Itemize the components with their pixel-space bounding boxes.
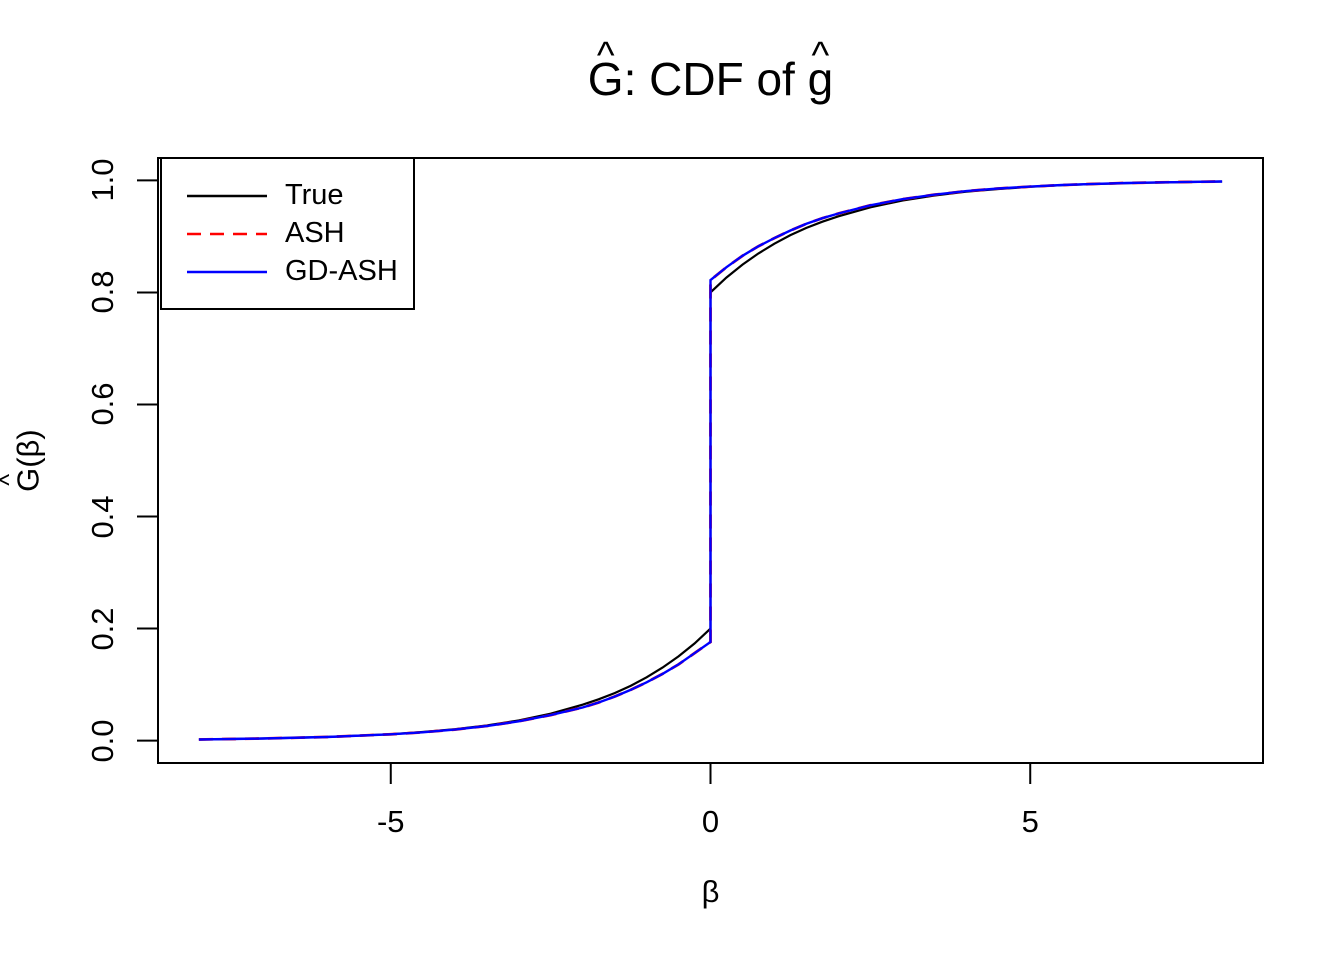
y-tick-label: 0.2 — [85, 606, 120, 651]
x-axis-label: β — [701, 874, 720, 909]
title-g: G — [587, 53, 624, 105]
y-tick-label: 1.0 — [85, 158, 120, 202]
legend: True ASH GD-ASH — [160, 157, 415, 310]
y-tick-label: 0.0 — [85, 719, 120, 763]
legend-item-gd-ash: GD-ASH — [162, 253, 413, 291]
x-tick-label: -5 — [376, 804, 405, 839]
y-tick-label: 0.4 — [85, 494, 120, 539]
dashed-line-icon — [187, 232, 267, 235]
legend-item-true: True — [162, 177, 413, 215]
title-g2: g — [807, 53, 834, 105]
title-text: : CDF of — [623, 53, 808, 105]
x-tick-label: 0 — [701, 804, 720, 839]
legend-label: ASH — [285, 217, 345, 249]
solid-line-icon — [187, 194, 267, 197]
title-g-hat: ^ G — [587, 36, 624, 105]
hat-accent: ^ — [811, 33, 830, 76]
legend-label: True — [285, 179, 344, 211]
gd-ash-curve — [198, 180, 1223, 741]
title-g2-hat: ^ g — [807, 36, 834, 105]
y-tick-label: 0.6 — [85, 382, 120, 427]
solid-line-icon — [187, 270, 267, 273]
hat-accent: ^ — [596, 33, 615, 76]
plot-title: ^ G: CDF of ^ g — [158, 36, 1263, 105]
legend-label: GD-ASH — [285, 255, 398, 287]
y-tick-label: 0.8 — [85, 270, 120, 314]
x-tick-label: 5 — [1021, 804, 1039, 839]
legend-item-ash: ASH — [162, 215, 413, 253]
